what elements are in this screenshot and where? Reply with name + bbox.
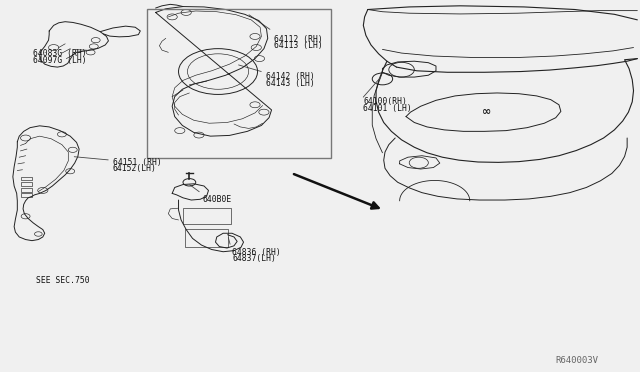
Text: R640003V: R640003V (556, 356, 599, 365)
Bar (20, 188, 32, 192)
Text: 64100(RH): 64100(RH) (364, 97, 407, 106)
Text: 64152(LH): 64152(LH) (113, 164, 157, 173)
Text: 64112 (RH): 64112 (RH) (274, 35, 323, 44)
Text: 64097G (LH): 64097G (LH) (33, 56, 87, 65)
Text: 64143 (LH): 64143 (LH) (266, 79, 315, 88)
Bar (185, 229, 228, 247)
Text: 64101 (LH): 64101 (LH) (364, 104, 412, 113)
Text: 64836 (RH): 64836 (RH) (232, 248, 281, 257)
Bar (20, 177, 32, 180)
Text: SEE SEC.750: SEE SEC.750 (36, 276, 90, 285)
Text: 64837(LH): 64837(LH) (232, 254, 276, 263)
Bar (20, 193, 32, 197)
Text: 640B0E: 640B0E (203, 195, 232, 204)
Bar (183, 208, 231, 224)
Bar (20, 182, 32, 186)
Text: ∞: ∞ (483, 107, 492, 117)
Bar (147, 9, 332, 158)
Text: 64083G (RH): 64083G (RH) (33, 49, 87, 58)
Text: 64151 (RH): 64151 (RH) (113, 158, 162, 167)
Text: 64142 (RH): 64142 (RH) (266, 72, 315, 81)
Text: 64113 (LH): 64113 (LH) (274, 41, 323, 50)
